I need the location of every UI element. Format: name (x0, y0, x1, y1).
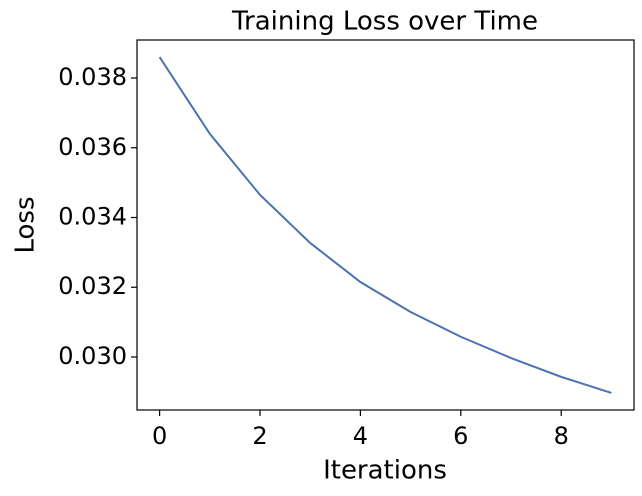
y-tick-label: 0.032 (58, 272, 127, 300)
x-tick-label: 4 (353, 422, 368, 450)
plot-frame (136, 39, 635, 411)
x-tick-label: 8 (554, 422, 569, 450)
y-axis-label: Loss (11, 196, 41, 253)
x-tick-label: 6 (453, 422, 468, 450)
y-tick-label: 0.038 (58, 63, 127, 91)
x-axis-label: Iterations (323, 456, 447, 486)
y-tick-label: 0.036 (58, 133, 127, 161)
x-tick-label: 0 (152, 422, 167, 450)
y-tick-label: 0.034 (58, 203, 127, 231)
line-series (158, 56, 612, 394)
x-tick-label: 2 (252, 422, 267, 450)
y-tick-label: 0.030 (58, 342, 127, 370)
chart-title: Training Loss over Time (231, 7, 538, 37)
